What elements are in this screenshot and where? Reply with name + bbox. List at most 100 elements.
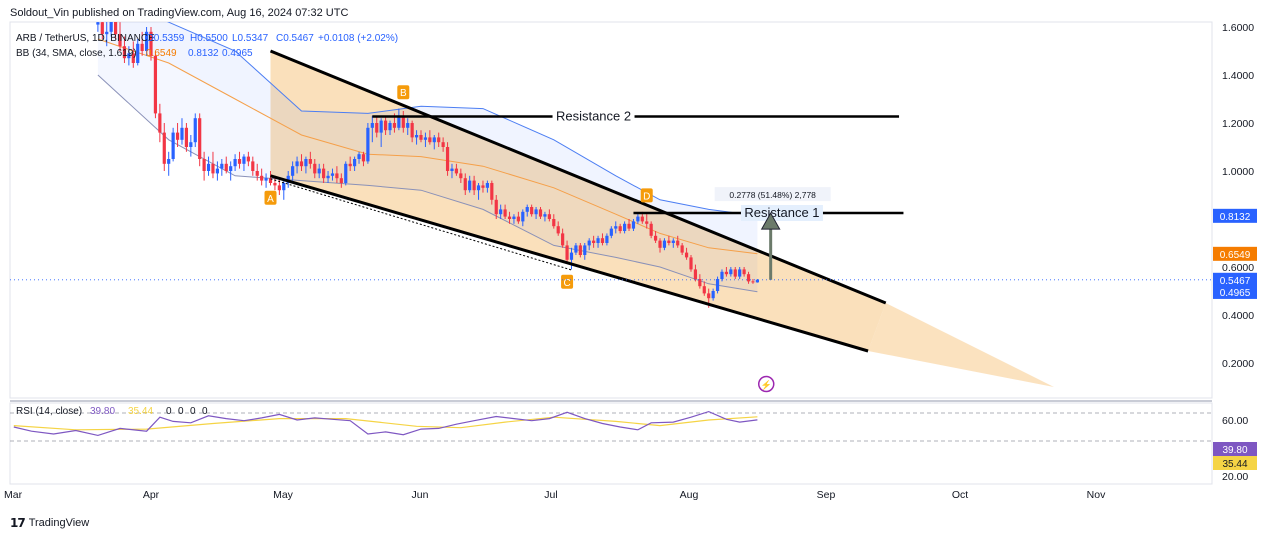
candle-body	[618, 226, 622, 231]
candle-body	[162, 132, 166, 164]
candle	[158, 103, 162, 143]
rsi-current-label: 39.80	[1213, 442, 1257, 456]
candle	[485, 180, 489, 193]
candle-body	[653, 235, 658, 241]
candle-body	[233, 159, 237, 167]
candle-body	[96, 22, 100, 25]
price-label: 0.6549	[1213, 246, 1257, 261]
candle-body	[499, 209, 503, 215]
candle	[198, 113, 202, 167]
legend-low: L0.5347	[232, 33, 269, 44]
candle	[361, 151, 366, 167]
candle-body	[295, 161, 299, 167]
candle-body	[388, 123, 392, 131]
candle-body	[640, 216, 644, 222]
candle	[538, 207, 543, 219]
candle	[153, 51, 158, 119]
candle	[423, 132, 428, 147]
candle	[711, 288, 715, 301]
svg-text:39.80: 39.80	[1222, 445, 1247, 456]
candle	[375, 115, 379, 138]
tradingview-brand[interactable]: 17 TradingView	[10, 516, 89, 530]
candle-body	[698, 279, 702, 287]
candle	[113, 22, 118, 39]
price-pane	[9, 21, 1213, 399]
candle	[618, 223, 622, 234]
candle-body	[273, 183, 277, 186]
candle-body	[494, 199, 498, 215]
rsi-ma-line	[13, 416, 758, 431]
candle-body	[291, 166, 295, 176]
candle-body	[574, 245, 578, 253]
price-label-bg	[1213, 284, 1257, 299]
candle	[246, 151, 250, 167]
price-tick: 0.6000	[1222, 262, 1254, 274]
candle-body	[317, 168, 321, 174]
candle-body	[631, 221, 636, 229]
rsi-legend: RSI (14, close) 39.80 35.44 0 0 0 0	[16, 406, 208, 417]
candle-body	[215, 168, 219, 174]
candle	[410, 120, 414, 143]
candle	[583, 243, 587, 260]
price-axis: 1.6000 1.4000 1.2000 1.0000 0.6000 0.4000 0.20…	[1213, 22, 1257, 370]
candle-body	[600, 238, 605, 243]
candle-body	[454, 168, 459, 174]
candle-body	[428, 137, 432, 143]
candle-body	[525, 207, 529, 212]
candle	[592, 235, 596, 248]
candle-body	[353, 159, 357, 167]
candle-body	[676, 240, 680, 246]
candle-body	[662, 240, 667, 248]
bb-upper-line	[167, 22, 758, 217]
candle	[680, 243, 684, 255]
target-arrow: 0.2778 (51.48%) 2,778	[714, 187, 831, 280]
candle-body	[167, 159, 171, 164]
candle	[260, 168, 264, 186]
candle	[211, 151, 215, 179]
candle-body	[127, 53, 131, 59]
point-label-b: B	[397, 85, 410, 100]
candle	[494, 195, 498, 219]
candle-body	[392, 123, 397, 128]
candle	[605, 233, 609, 246]
candle-body	[649, 223, 653, 236]
candle-body	[282, 183, 286, 191]
candle-body	[450, 168, 454, 171]
candle	[96, 22, 100, 32]
candle	[503, 204, 507, 219]
candle	[122, 36, 127, 63]
candle	[671, 238, 675, 248]
candle	[175, 123, 180, 147]
resistance-label: Resistance 1	[744, 205, 819, 220]
candle	[224, 156, 228, 174]
candle	[317, 163, 321, 179]
point-label-text: B	[400, 88, 407, 99]
candle	[702, 281, 706, 296]
candle-body	[401, 115, 405, 128]
candle	[468, 175, 472, 193]
candle	[251, 156, 255, 176]
price-tick: 0.4000	[1222, 310, 1254, 322]
rsi-pane	[9, 402, 1213, 485]
candle-body	[605, 235, 609, 243]
candle-body	[206, 163, 211, 171]
lightning-icon: ⚡	[757, 375, 775, 393]
legend-close: C0.5467	[276, 33, 314, 44]
candle-body	[383, 120, 388, 131]
candle	[653, 231, 658, 243]
candle-body	[490, 183, 494, 200]
candle	[167, 151, 171, 176]
candle	[596, 235, 600, 248]
candle-body	[711, 291, 715, 299]
candle	[724, 267, 729, 277]
candle-body	[733, 269, 737, 277]
time-tick: Aug	[680, 489, 699, 501]
candle	[401, 111, 405, 133]
legend-high: H0.5500	[190, 33, 228, 44]
candle-body	[326, 175, 330, 179]
candle	[348, 156, 352, 171]
candle-body	[503, 209, 507, 217]
point-label-bg	[264, 190, 277, 205]
candle	[445, 142, 450, 176]
